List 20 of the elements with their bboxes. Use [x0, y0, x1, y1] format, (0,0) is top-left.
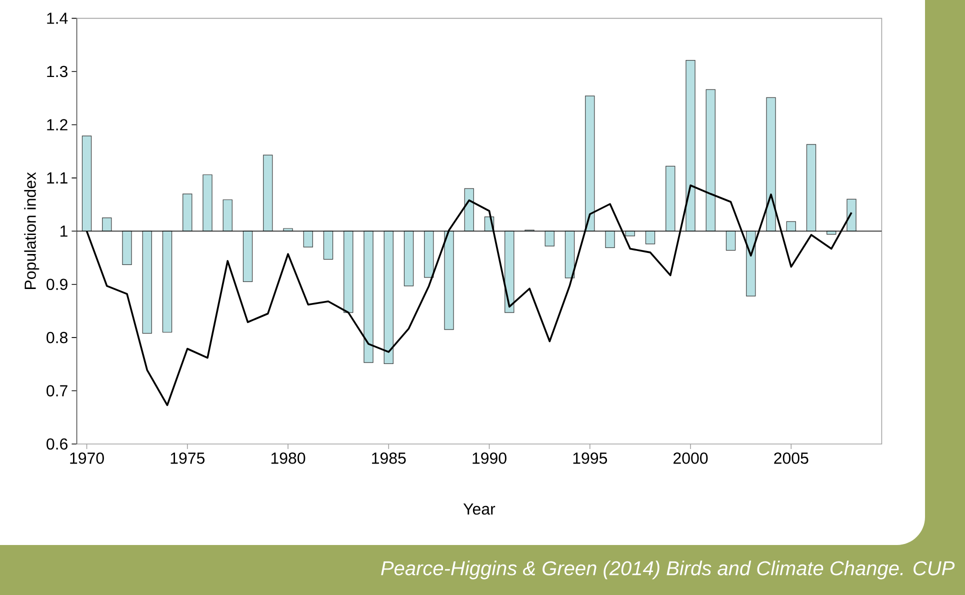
x-tick-label: 2000: [674, 452, 708, 464]
y-tick-label: 0.6: [46, 438, 68, 450]
x-tick-label: 1970: [70, 452, 104, 464]
y-tick-label: 1: [60, 226, 68, 237]
text: Pearce-Higgins & Green (2014) Birds and Climate Change. CUP: [381, 560, 955, 580]
y-tick-label: 1.4: [47, 12, 68, 24]
x-tick-label: 1995: [573, 452, 608, 464]
y-tick-label: 0.8: [46, 332, 68, 344]
y-tick-label: 0.9: [46, 278, 68, 290]
x-tick-label: 1980: [271, 452, 306, 464]
x-tick-label: 1990: [472, 452, 506, 464]
y-tick-label: 1.3: [47, 66, 68, 78]
y-tick-label: 0.7: [46, 385, 68, 396]
x-tick-label: 1975: [170, 452, 205, 464]
y-tick-label: 1.2: [47, 119, 68, 130]
x-tick-label: 2005: [774, 452, 808, 464]
y-axis-title: Population index: [24, 172, 40, 289]
x-tick-label: 1985: [372, 452, 406, 464]
y-tick-label: 1.1: [47, 172, 68, 184]
x-axis-title: Year: [463, 504, 496, 515]
